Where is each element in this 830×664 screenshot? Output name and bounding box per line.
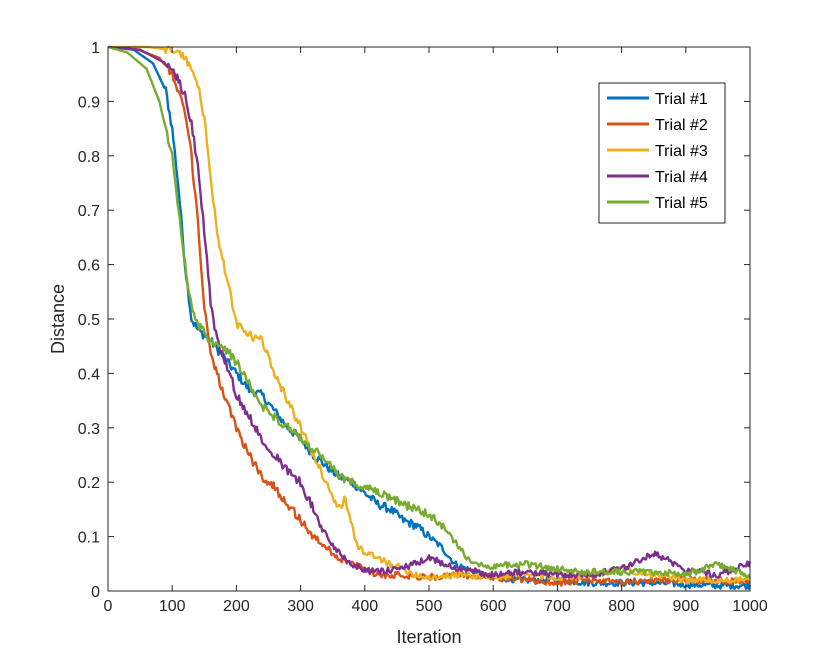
legend-label-trial-5: Trial #5 (655, 195, 708, 212)
y-tick-label: 0.6 (78, 258, 100, 275)
y-axis: 0 0.1 0.2 0.3 0.4 0.5 0.6 0.7 0.8 0.9 1 (78, 40, 750, 601)
legend-label-trial-3: Trial #3 (655, 143, 708, 160)
legend-box (598, 82, 726, 224)
y-tick-label: 0.8 (78, 149, 100, 166)
legend-label-trial-2: Trial #2 (655, 117, 708, 134)
x-tick-label: 800 (608, 598, 635, 615)
y-axis-label: Distance (48, 284, 68, 354)
x-tick-label: 200 (223, 598, 250, 615)
y-tick-label: 0 (91, 584, 100, 601)
x-tick-label: 500 (416, 598, 443, 615)
x-tick-label: 400 (351, 598, 378, 615)
legend-label-trial-4: Trial #4 (655, 169, 708, 186)
series-line-trial-4 (107, 45, 752, 579)
y-tick-label: 0.5 (78, 312, 100, 329)
x-tick-label: 100 (159, 598, 186, 615)
x-tick-label: 300 (287, 598, 314, 615)
x-tick-label: 0 (104, 598, 113, 615)
x-axis-label: Iteration (396, 627, 461, 647)
y-tick-label: 0.1 (78, 530, 100, 547)
legend-label-trial-1: Trial #1 (655, 91, 708, 108)
series-layer (107, 45, 752, 590)
x-axis: 0 100 200 300 400 500 600 700 800 900 1000 (104, 47, 768, 615)
y-tick-label: 0.4 (78, 366, 100, 383)
series-line-trial-5 (107, 45, 751, 579)
x-tick-label: 900 (672, 598, 699, 615)
y-tick-label: 1 (91, 40, 100, 57)
x-tick-label: 1000 (732, 598, 768, 615)
y-tick-label: 0.3 (78, 421, 100, 438)
y-tick-label: 0.7 (78, 203, 100, 220)
legend: Trial #1 Trial #2 Trial #3 Trial #4 Trial #5 (598, 82, 726, 224)
y-tick-label: 0.2 (78, 475, 100, 492)
x-tick-label: 700 (544, 598, 571, 615)
y-tick-label: 0.9 (78, 94, 100, 111)
x-tick-label: 600 (480, 598, 507, 615)
